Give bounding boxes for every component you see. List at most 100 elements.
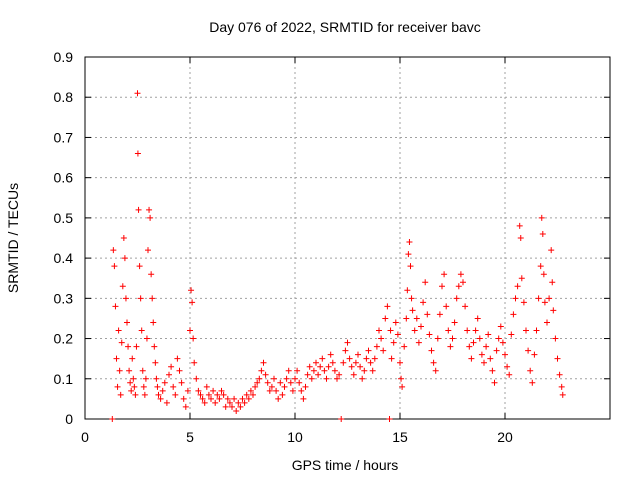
data-point bbox=[506, 371, 513, 378]
data-point bbox=[340, 359, 347, 366]
data-point bbox=[559, 391, 566, 398]
data-point bbox=[387, 327, 394, 334]
data-point bbox=[449, 335, 456, 342]
data-point bbox=[256, 375, 263, 382]
data-point bbox=[443, 303, 450, 310]
data-point bbox=[399, 383, 406, 390]
data-point bbox=[491, 379, 498, 386]
data-point bbox=[447, 343, 454, 350]
data-point bbox=[527, 367, 534, 374]
data-point bbox=[510, 311, 517, 318]
data-point bbox=[346, 355, 353, 362]
data-point bbox=[478, 351, 485, 358]
data-point bbox=[485, 331, 492, 338]
data-point bbox=[308, 375, 315, 382]
data-point bbox=[483, 343, 490, 350]
data-point bbox=[531, 351, 538, 358]
data-point bbox=[310, 367, 317, 374]
y-tick-label: 0.5 bbox=[54, 210, 74, 226]
data-point bbox=[363, 355, 370, 362]
data-point bbox=[122, 295, 129, 302]
data-point bbox=[271, 375, 277, 382]
y-tick-label: 0.6 bbox=[54, 170, 74, 186]
data-point bbox=[428, 347, 435, 354]
data-point bbox=[317, 363, 324, 370]
x-tick-label: 20 bbox=[497, 429, 513, 445]
data-point bbox=[408, 295, 415, 302]
data-point bbox=[525, 347, 532, 354]
data-point bbox=[313, 359, 319, 366]
data-point bbox=[411, 327, 418, 334]
data-point bbox=[241, 399, 248, 406]
data-point bbox=[418, 323, 424, 330]
data-point bbox=[120, 235, 127, 241]
data-point bbox=[208, 395, 214, 402]
data-point bbox=[117, 391, 124, 398]
data-point bbox=[457, 271, 464, 278]
data-point bbox=[556, 371, 563, 378]
data-point bbox=[512, 295, 519, 302]
data-point bbox=[170, 383, 177, 390]
data-point bbox=[329, 359, 336, 366]
data-point bbox=[143, 335, 150, 342]
data-point bbox=[369, 367, 376, 374]
data-point bbox=[149, 295, 156, 302]
data-point bbox=[350, 371, 357, 378]
y-tick-label: 0.9 bbox=[54, 49, 74, 65]
data-point bbox=[520, 299, 527, 306]
data-point bbox=[191, 359, 198, 366]
data-point bbox=[247, 387, 254, 394]
data-point bbox=[254, 379, 261, 386]
data-point bbox=[453, 295, 460, 302]
data-point bbox=[495, 335, 502, 342]
data-point bbox=[235, 399, 242, 406]
y-axis-title: SRMTID / TECUs bbox=[5, 183, 21, 293]
data-point bbox=[116, 367, 123, 374]
data-point bbox=[157, 395, 164, 402]
data-point bbox=[422, 279, 429, 286]
data-point bbox=[487, 355, 494, 362]
data-point bbox=[176, 367, 183, 374]
y-tick-label: 0 bbox=[65, 411, 73, 427]
data-point bbox=[252, 383, 259, 390]
data-point bbox=[538, 214, 545, 221]
x-tick-label: 10 bbox=[287, 429, 303, 445]
data-point bbox=[279, 391, 286, 398]
data-point bbox=[289, 387, 296, 394]
data-point bbox=[214, 391, 221, 398]
data-point bbox=[134, 90, 141, 97]
x-tick-label: 0 bbox=[81, 429, 89, 445]
grid bbox=[85, 57, 610, 419]
data-point bbox=[188, 287, 195, 294]
data-point bbox=[298, 387, 305, 394]
data-point bbox=[541, 299, 548, 306]
data-point bbox=[376, 327, 382, 334]
data-point bbox=[250, 391, 256, 398]
data-point bbox=[182, 403, 189, 410]
data-point bbox=[146, 206, 153, 213]
data-point bbox=[128, 387, 135, 394]
data-point bbox=[497, 323, 504, 330]
data-point bbox=[131, 383, 138, 390]
data-point bbox=[163, 399, 170, 406]
data-point bbox=[404, 287, 411, 294]
data-point bbox=[504, 363, 511, 370]
data-point bbox=[113, 355, 120, 362]
data-point bbox=[481, 359, 487, 366]
data-point bbox=[210, 387, 217, 394]
data-point bbox=[226, 399, 233, 406]
data-point bbox=[548, 247, 555, 254]
data-point bbox=[218, 387, 225, 394]
data-point bbox=[373, 343, 380, 350]
data-point bbox=[338, 416, 345, 422]
chart-title: Day 076 of 2022, SRMTID for receiver bav… bbox=[209, 19, 481, 35]
data-point bbox=[508, 331, 515, 338]
data-point bbox=[544, 319, 550, 326]
data-point bbox=[302, 383, 309, 390]
plot-frame bbox=[84, 56, 611, 420]
data-point bbox=[147, 214, 154, 221]
data-point bbox=[283, 375, 290, 382]
y-tick-label: 0.1 bbox=[54, 371, 74, 387]
data-point bbox=[139, 367, 146, 374]
